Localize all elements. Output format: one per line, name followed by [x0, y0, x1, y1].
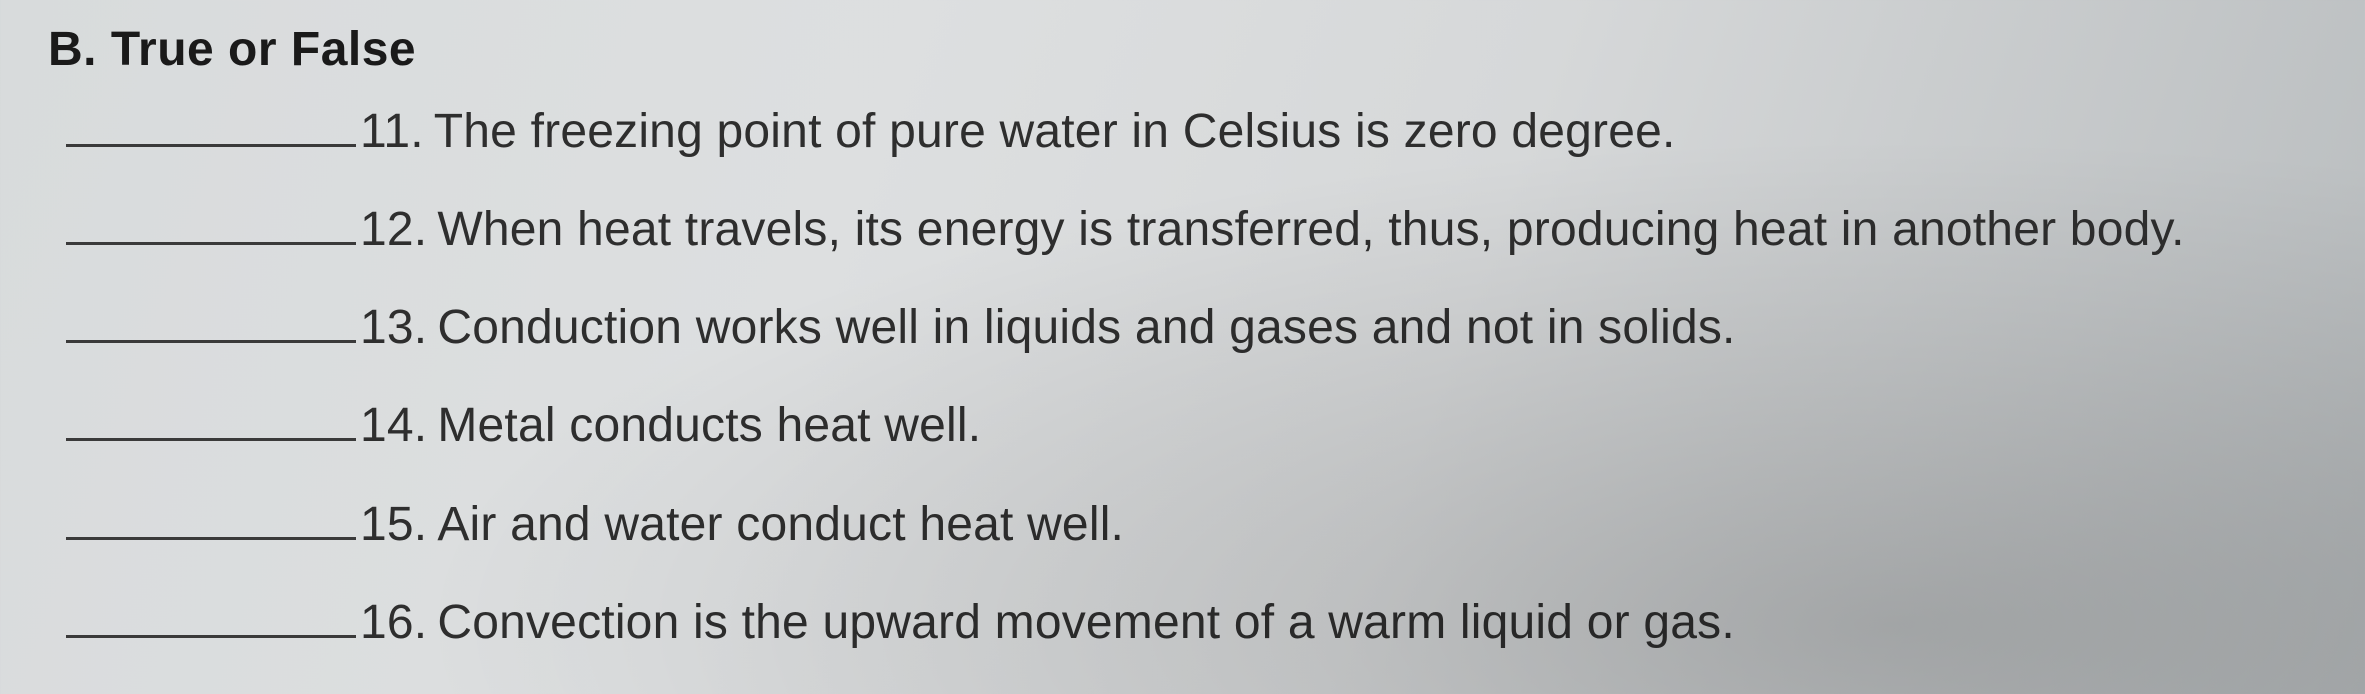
answer-blank[interactable]: [66, 189, 356, 245]
question-number: 16.: [360, 598, 427, 648]
question-text: Conduction works well in liquids and gas…: [437, 303, 1735, 353]
question-list: 11. The freezing point of pure water in …: [66, 91, 2325, 694]
question-text: When heat travels, its energy is transfe…: [437, 205, 2184, 255]
answer-blank[interactable]: [66, 484, 356, 540]
question-row: 14. Metal conducts heat well.: [66, 386, 2325, 452]
question-text: The freezing point of pure water in Cels…: [434, 107, 1676, 157]
answer-blank[interactable]: [66, 91, 356, 147]
answer-blank[interactable]: [66, 582, 356, 638]
section-heading: B. True or False: [48, 22, 2325, 77]
question-number: 11.: [360, 107, 424, 157]
question-text: Air and water conduct heat well.: [437, 500, 1124, 550]
answer-blank[interactable]: [66, 680, 356, 694]
question-text: Convection is the upward movement of a w…: [437, 598, 1735, 648]
section-title: True or False: [111, 23, 416, 76]
section-label: B.: [48, 23, 97, 76]
question-row: 15. Air and water conduct heat well.: [66, 484, 2325, 550]
question-row: 12. When heat travels, its energy is tra…: [66, 189, 2325, 255]
question-number: 12.: [360, 205, 427, 255]
worksheet-page: B. True or False 11. The freezing point …: [0, 0, 2365, 694]
answer-blank[interactable]: [66, 287, 356, 343]
question-row: 17. Conduction is a method of heat trans…: [66, 680, 2325, 694]
question-number: 13.: [360, 303, 427, 353]
question-text: Metal conducts heat well.: [437, 401, 981, 451]
question-row: 11. The freezing point of pure water in …: [66, 91, 2325, 157]
answer-blank[interactable]: [66, 386, 356, 442]
question-number: 14.: [360, 401, 427, 451]
question-row: 16. Convection is the upward movement of…: [66, 582, 2325, 648]
question-number: 15.: [360, 500, 427, 550]
question-row: 13. Conduction works well in liquids and…: [66, 287, 2325, 353]
